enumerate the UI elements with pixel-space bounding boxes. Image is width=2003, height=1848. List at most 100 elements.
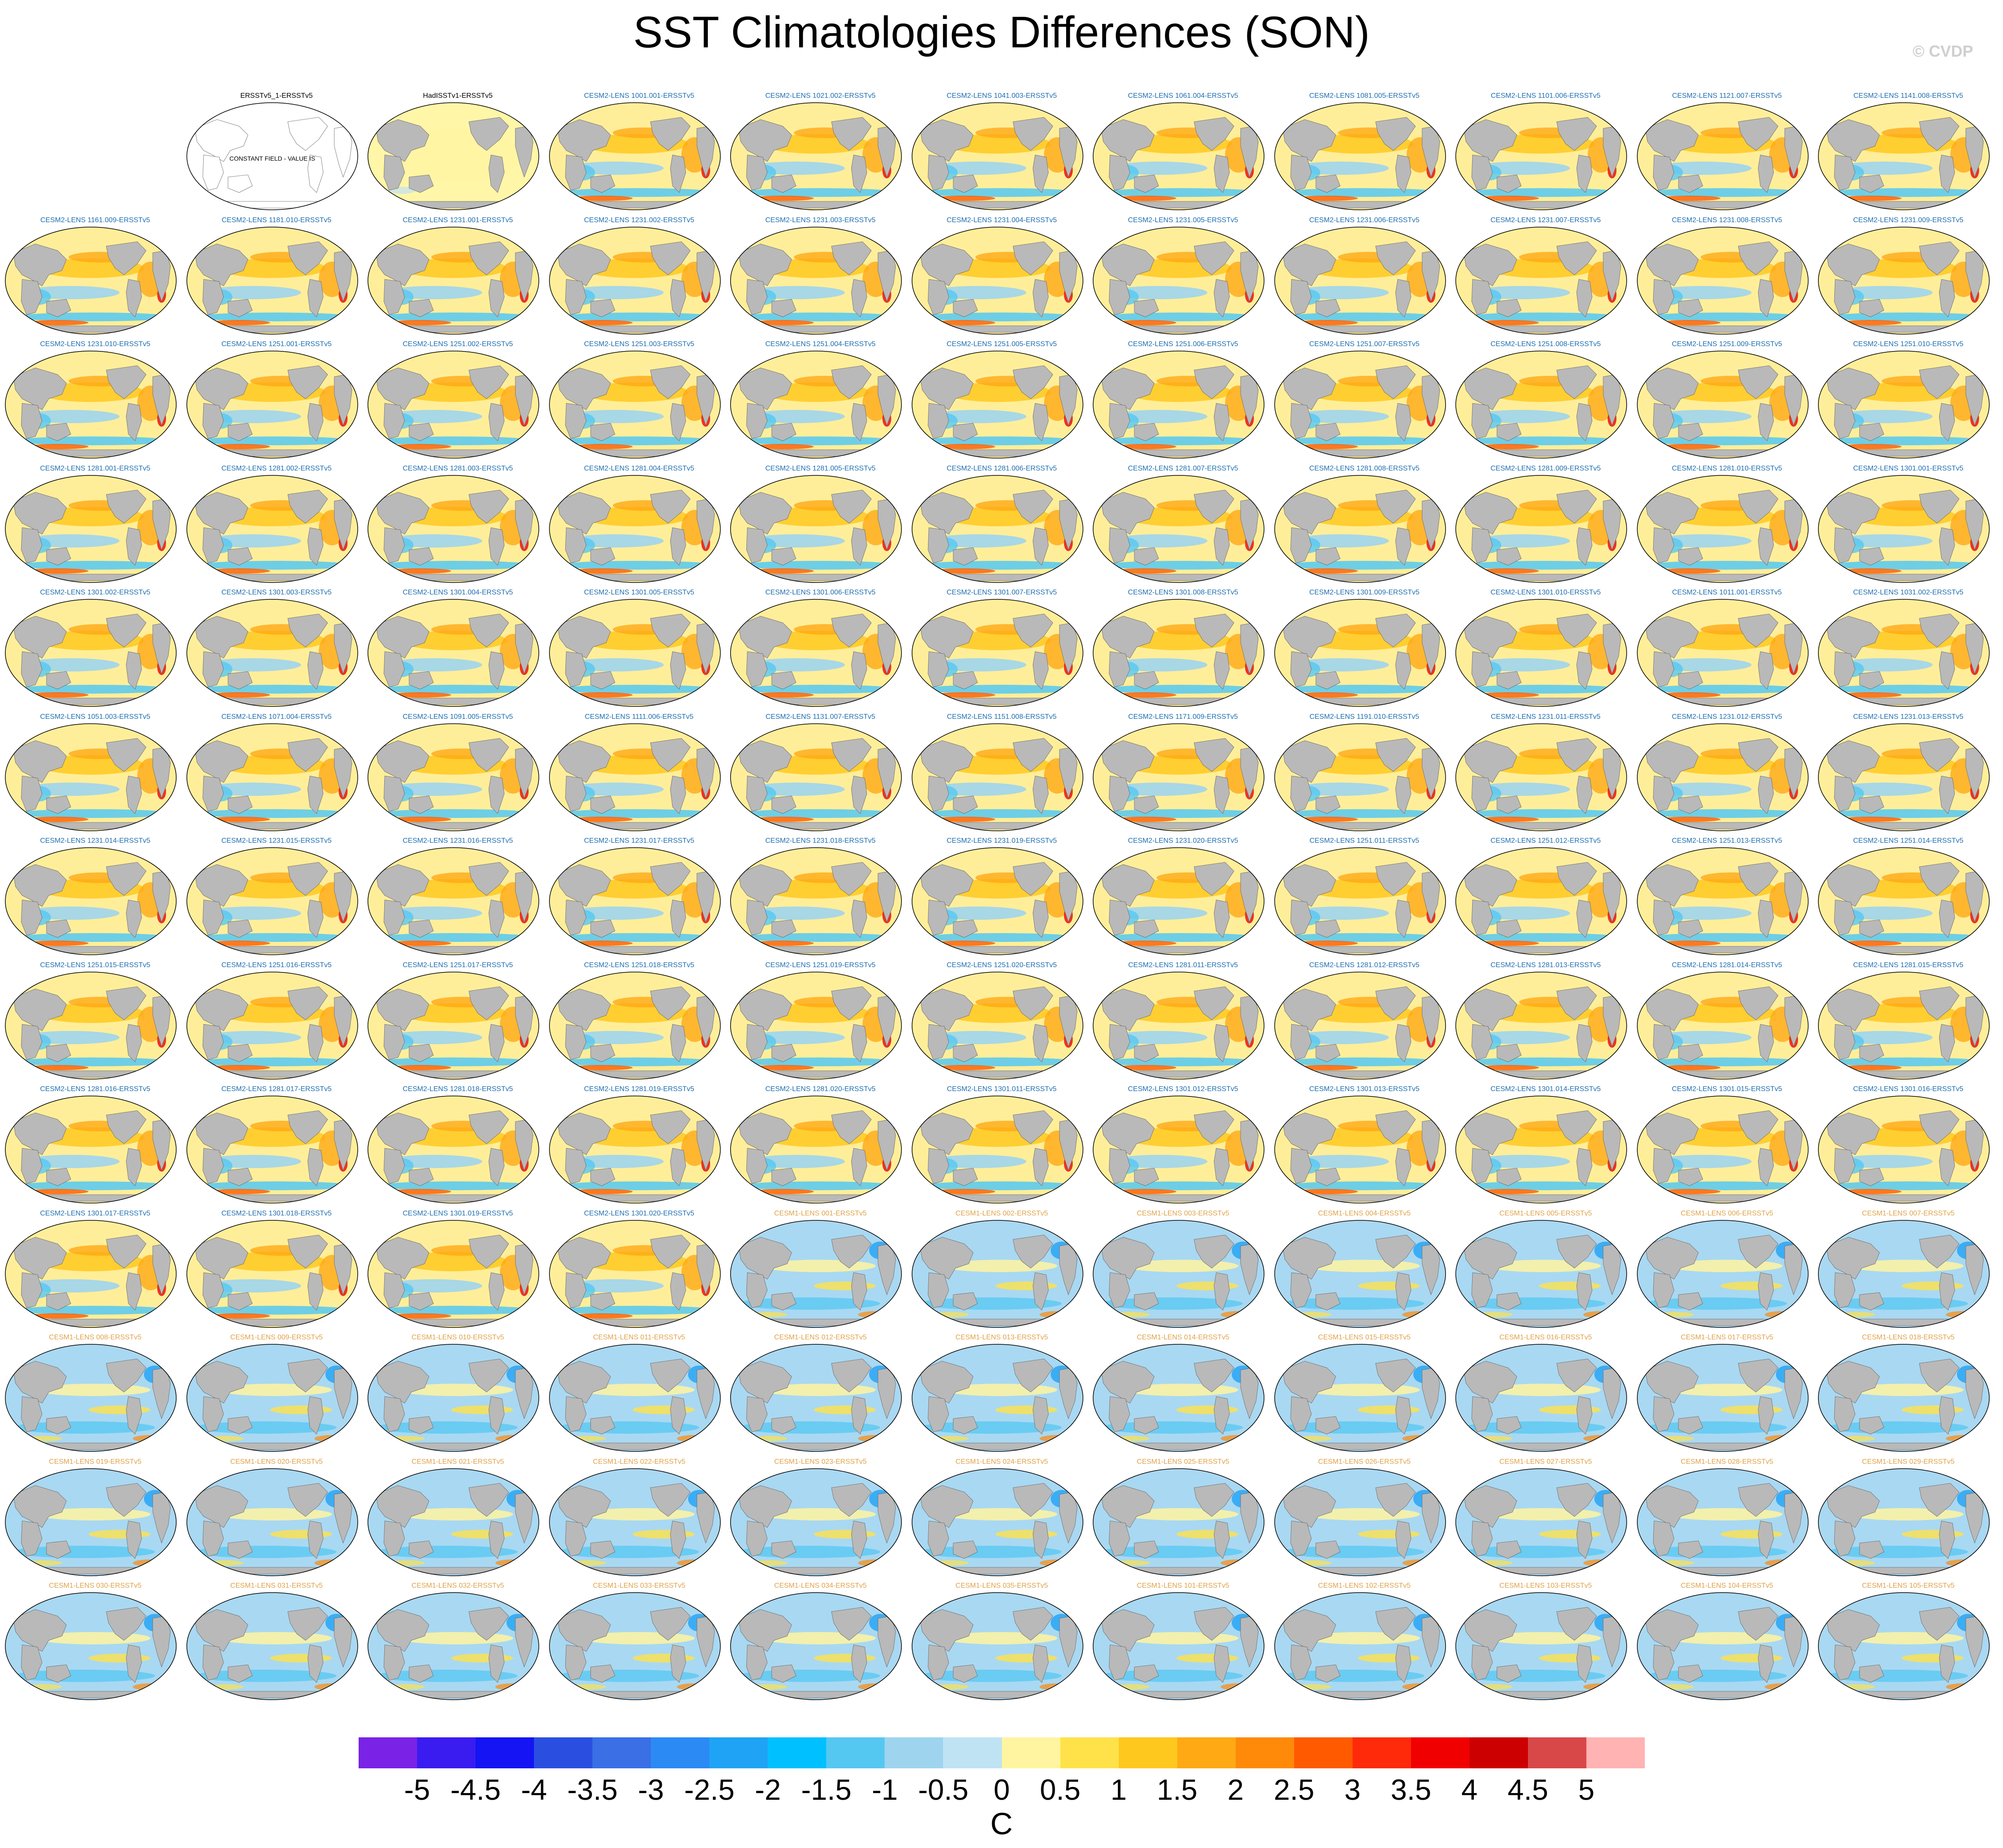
land-mass	[1395, 1396, 1411, 1435]
land-mass	[742, 946, 889, 953]
panel-title: CESM2-LENS 1301.012-ERSSTv5	[1128, 1085, 1238, 1093]
map-panel: CESM2-LENS 1171.009-ERSSTv5	[1092, 713, 1274, 833]
land-mass	[831, 1235, 872, 1269]
land-mass	[1649, 449, 1796, 457]
warm-anomaly-band	[1477, 1189, 1539, 1194]
land-mass	[590, 1168, 615, 1186]
land-mass	[831, 862, 872, 896]
panel-title: CESM1-LENS 014-ERSSTv5	[1137, 1334, 1230, 1341]
map-border	[186, 1468, 358, 1576]
land-mass	[380, 449, 527, 457]
map-cesm2	[549, 475, 721, 583]
warm-anomaly-band	[1840, 1065, 1902, 1070]
panel-title: CESM1-LENS 017-ERSSTv5	[1681, 1334, 1773, 1341]
land-mass	[1576, 651, 1593, 690]
map-panel: CESM2-LENS 1251.018-ERSSTv5	[549, 961, 730, 1081]
warm-anomaly-band	[1114, 568, 1176, 574]
warm-anomaly-band	[208, 568, 270, 574]
map-panel: CESM1-LENS 032-ERSSTv5	[367, 1582, 549, 1701]
land-mass	[1576, 1396, 1593, 1435]
land-mass	[1463, 492, 1517, 535]
land-mass	[1939, 1148, 1955, 1186]
land-mass	[746, 899, 768, 936]
land-mass	[1471, 279, 1493, 315]
land-mass	[924, 574, 1071, 581]
map-panel: CESM2-LENS 1281.008-ERSSTv5	[1274, 465, 1455, 584]
land-mass	[1939, 527, 1955, 566]
map-panel: CESM1-LENS 015-ERSSTv5	[1274, 1334, 1455, 1453]
warm-anomaly-band	[570, 196, 633, 201]
land-mass	[198, 325, 346, 332]
map-border	[1274, 1096, 1446, 1204]
panel-title: CESM2-LENS 1231.010-ERSSTv5	[40, 340, 151, 348]
map-border	[1636, 351, 1809, 459]
map-cesm2	[549, 226, 721, 335]
land-mass	[1468, 574, 1615, 581]
panel-title: CESM2-LENS 1301.014-ERSSTv5	[1490, 1085, 1601, 1093]
panel-title: CESM2-LENS 1251.014-ERSSTv5	[1853, 837, 1964, 845]
panel-title: CESM1-LENS 004-ERSSTv5	[1318, 1209, 1411, 1217]
map-cesm2	[911, 1096, 1083, 1204]
land-mass	[194, 864, 248, 907]
land-mass	[1939, 403, 1955, 441]
land-mass	[287, 241, 328, 275]
warm-anomaly-band	[1114, 1065, 1176, 1070]
warm-anomaly-band	[752, 196, 814, 201]
map-panel: CESM2-LENS 1031.002-ERSSTv5	[1817, 589, 1999, 708]
colorbar-tick-label: -2	[754, 1773, 781, 1806]
warm-anomaly-band	[752, 444, 814, 449]
map-cesm2	[730, 599, 902, 707]
land-mass	[650, 117, 691, 151]
warm-anomaly-band	[208, 816, 270, 822]
map-panel: CESM2-LENS 1301.002-ERSSTv5	[4, 589, 186, 708]
land-mass	[1395, 279, 1411, 317]
land-mass	[1315, 1540, 1341, 1559]
map-border	[1093, 1468, 1264, 1576]
land-mass	[287, 1358, 328, 1393]
map-panel: CESM1-LENS 101-ERSSTv5	[1092, 1582, 1274, 1701]
land-mass	[1738, 490, 1779, 524]
map-border	[367, 1219, 539, 1328]
panel-title: CESM2-LENS 1301.004-ERSSTv5	[402, 589, 513, 596]
land-mass	[1395, 1272, 1411, 1311]
map-panel: CESM2-LENS 1301.005-ERSSTv5	[549, 589, 730, 708]
land-mass	[106, 365, 147, 399]
land-mass	[928, 527, 949, 563]
land-mass	[194, 1485, 248, 1528]
land-mass	[742, 1691, 889, 1698]
land-mass	[742, 1443, 889, 1450]
land-mass	[1939, 651, 1955, 690]
land-mass	[383, 1148, 405, 1184]
land-mass	[1758, 651, 1774, 690]
land-mass	[746, 279, 768, 315]
map-border	[911, 971, 1083, 1080]
map-border	[1455, 599, 1627, 707]
map-border	[5, 1096, 177, 1204]
colorbar-tick-label: -4	[521, 1773, 547, 1806]
warm-anomaly-band	[1840, 941, 1902, 946]
map-cesm2	[1274, 723, 1446, 831]
land-mass	[924, 1691, 1071, 1698]
map-panel: CESM2-LENS 1021.002-ERSSTv5	[730, 92, 911, 212]
map-cesm1	[1636, 1219, 1809, 1328]
map-cesm2	[1274, 971, 1446, 1080]
map-border	[1455, 1096, 1627, 1204]
map-panel: CESM2-LENS 1251.012-ERSSTv5	[1455, 837, 1636, 957]
warm-anomaly-band	[752, 320, 814, 325]
land-mass	[1013, 1358, 1053, 1393]
map-cesm2	[549, 351, 721, 459]
map-panel: CESM2-LENS 1281.001-ERSSTv5	[4, 465, 186, 584]
map-cesm1	[1636, 1344, 1809, 1452]
land-mass	[1653, 899, 1674, 936]
land-mass	[1032, 1148, 1048, 1186]
land-mass	[468, 1110, 509, 1144]
land-mass	[287, 117, 328, 151]
land-mass	[1315, 671, 1341, 690]
land-mass	[1919, 738, 1960, 772]
land-mass	[831, 1358, 872, 1393]
map-cesm2	[367, 226, 539, 335]
map-border	[1274, 1468, 1446, 1576]
panel-title: CESM1-LENS 018-ERSSTv5	[1862, 1334, 1955, 1341]
map-panel: CESM1-LENS 021-ERSSTv5	[367, 1458, 549, 1578]
land-mass	[1468, 201, 1615, 208]
